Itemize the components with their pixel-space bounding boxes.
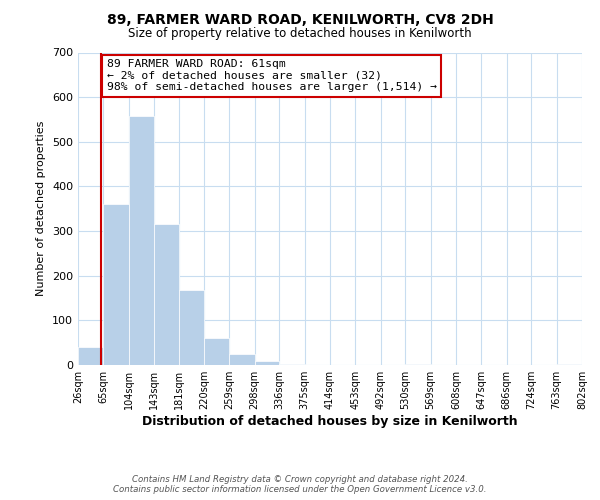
Bar xyxy=(103,204,128,365)
Bar xyxy=(179,290,204,365)
Bar xyxy=(128,116,154,365)
Text: 89, FARMER WARD ROAD, KENILWORTH, CV8 2DH: 89, FARMER WARD ROAD, KENILWORTH, CV8 2D… xyxy=(107,12,493,26)
Bar xyxy=(406,364,431,365)
Text: Contains HM Land Registry data © Crown copyright and database right 2024.
Contai: Contains HM Land Registry data © Crown c… xyxy=(113,474,487,494)
Bar xyxy=(154,224,179,365)
Text: Size of property relative to detached houses in Kenilworth: Size of property relative to detached ho… xyxy=(128,28,472,40)
Text: 89 FARMER WARD ROAD: 61sqm
← 2% of detached houses are smaller (32)
98% of semi-: 89 FARMER WARD ROAD: 61sqm ← 2% of detac… xyxy=(107,59,437,92)
Bar xyxy=(254,360,280,365)
X-axis label: Distribution of detached houses by size in Kenilworth: Distribution of detached houses by size … xyxy=(142,415,518,428)
Bar xyxy=(557,364,582,365)
Bar xyxy=(78,347,103,365)
Bar xyxy=(280,364,305,365)
Bar xyxy=(204,338,229,365)
Bar xyxy=(229,354,254,365)
Y-axis label: Number of detached properties: Number of detached properties xyxy=(37,121,46,296)
